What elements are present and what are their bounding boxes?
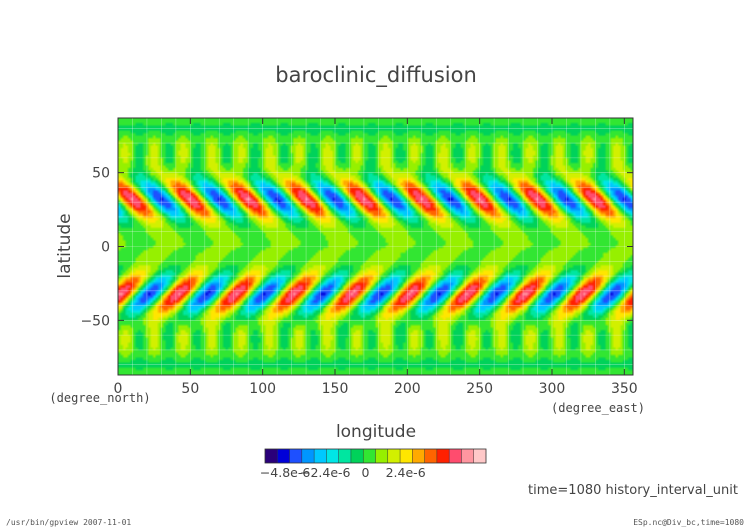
colorbar-swatch bbox=[350, 449, 364, 463]
colorbar-swatch bbox=[424, 449, 438, 463]
colorbar-swatch bbox=[436, 449, 450, 463]
colorbar-swatch bbox=[412, 449, 425, 463]
x-tick-label: 300 bbox=[539, 381, 566, 397]
colorbar-tick-label: 0 bbox=[361, 465, 369, 480]
colorbar-tick-label: −2.4e-6 bbox=[300, 465, 351, 480]
y-tick-label: −50 bbox=[80, 313, 110, 329]
chart-title: baroclinic_diffusion bbox=[275, 63, 477, 88]
x-tick-label: 350 bbox=[611, 381, 638, 397]
colorbar-tick-label: −4.8e-6 bbox=[260, 465, 311, 480]
x-tick-label: 250 bbox=[466, 381, 493, 397]
x-unit-label: (degree_east) bbox=[551, 401, 645, 415]
x-tick-label: 200 bbox=[394, 381, 421, 397]
y-tick-label: 50 bbox=[92, 166, 110, 182]
colorbar-swatch bbox=[375, 449, 389, 463]
colorbar-swatch bbox=[400, 449, 413, 463]
colorbar-swatch bbox=[301, 449, 315, 463]
colorbar-swatch bbox=[326, 449, 339, 463]
time-annotation: time=1080 history_interval_unit bbox=[528, 483, 738, 498]
y-tick-label: 0 bbox=[101, 240, 110, 256]
colorbar-swatch bbox=[387, 449, 401, 463]
colorbar-swatch bbox=[338, 449, 352, 463]
x-tick-label: 50 bbox=[181, 381, 199, 397]
colorbar-swatch bbox=[363, 449, 376, 463]
colorbar-tick-label: 2.4e-6 bbox=[386, 465, 426, 480]
x-tick-label: 100 bbox=[249, 381, 276, 397]
colorbar-swatch bbox=[314, 449, 327, 463]
y-unit-label: (degree_north) bbox=[49, 391, 150, 405]
y-axis-label: latitude bbox=[55, 213, 75, 278]
colorbar-swatch bbox=[265, 449, 278, 463]
heatmap-field bbox=[118, 118, 633, 375]
colorbar-labels: −4.8e-6−2.4e-6 0 2.4e-6 bbox=[260, 465, 426, 480]
colorbar-swatch bbox=[449, 449, 462, 463]
colorbar-swatch bbox=[473, 449, 487, 463]
colorbar-swatch bbox=[289, 449, 303, 463]
colorbar-swatch bbox=[277, 449, 290, 463]
footer-right: ESp.nc@Div_bc,time=1080 bbox=[633, 518, 744, 527]
colorbar bbox=[264, 448, 487, 464]
x-tick-label: 0 bbox=[114, 381, 123, 397]
plot-area bbox=[118, 118, 633, 375]
colorbar-swatch bbox=[461, 449, 475, 463]
x-axis-label: longitude bbox=[336, 422, 416, 442]
x-tick-label: 150 bbox=[322, 381, 349, 397]
axis-ticks: 0 50 100 150 200 250 300 350 50 0 −50 bbox=[80, 118, 638, 397]
grid-lines bbox=[118, 118, 633, 375]
footer-left: /usr/bin/gpview 2007-11-01 bbox=[6, 518, 132, 527]
